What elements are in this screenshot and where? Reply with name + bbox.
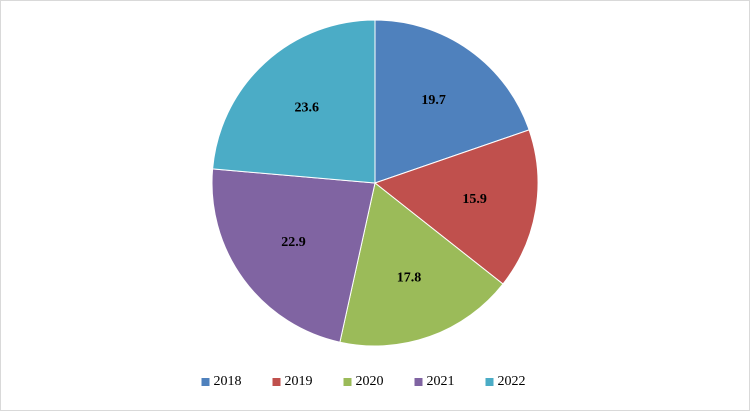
legend-swatch [272, 378, 281, 386]
legend-label: 2019 [285, 374, 313, 389]
pie-slice [374, 19, 530, 184]
pie-slice [373, 129, 539, 285]
data-label: 19.7 [421, 93, 446, 108]
legend-swatch [414, 378, 423, 386]
legend-swatch [343, 378, 352, 386]
data-label: 22.9 [281, 235, 306, 250]
legend-swatch [485, 378, 494, 386]
data-label: 23.6 [294, 101, 319, 116]
pie-slice [212, 19, 376, 184]
pie-slice [339, 182, 504, 347]
legend-label: 2018 [214, 374, 242, 389]
pie-slice [211, 168, 376, 343]
data-label: 15.9 [462, 192, 487, 207]
data-label: 17.8 [397, 270, 422, 285]
legend-label: 2022 [498, 374, 526, 389]
legend-swatch [201, 378, 210, 386]
legend-label: 2021 [427, 374, 455, 389]
legend-label: 2020 [356, 374, 384, 389]
